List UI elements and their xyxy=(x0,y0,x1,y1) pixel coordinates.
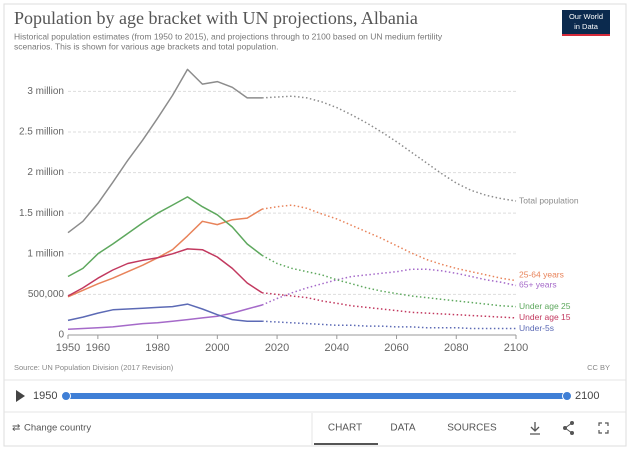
series-line xyxy=(261,204,517,282)
tab[interactable]: CHART xyxy=(328,423,362,434)
x-tick-label: 1950 xyxy=(56,342,80,354)
swap-icon: ⇄ xyxy=(12,423,20,434)
series-line xyxy=(67,196,263,278)
y-tick-label: 0 xyxy=(58,330,64,341)
subtitle: Historical population estimates (from 19… xyxy=(14,31,443,41)
logo-bar xyxy=(562,34,610,36)
logo-text: in Data xyxy=(574,22,599,31)
timeline-end: 2100 xyxy=(575,390,599,402)
play-button[interactable] xyxy=(16,390,25,402)
logo[interactable] xyxy=(562,10,610,36)
timeline-start: 1950 xyxy=(33,390,57,402)
legend-label: Total population xyxy=(519,195,579,205)
license[interactable]: CC BY xyxy=(587,363,610,372)
x-tick-label: 2100 xyxy=(504,342,528,354)
series-line xyxy=(261,254,517,308)
series-line xyxy=(67,303,263,322)
fullscreen-icon[interactable] xyxy=(598,422,609,434)
y-tick-label: 2 million xyxy=(27,167,64,178)
y-tick-label: 1 million xyxy=(27,248,64,259)
series-line xyxy=(67,248,263,297)
series-line xyxy=(67,68,263,234)
chart-title: Population by age bracket with UN projec… xyxy=(14,8,418,28)
share-icon[interactable] xyxy=(563,421,574,435)
download-icon[interactable] xyxy=(530,422,540,435)
x-tick-label: 2080 xyxy=(444,342,468,354)
series-line xyxy=(262,292,517,319)
timeline-bar[interactable] xyxy=(65,393,568,399)
series-line xyxy=(262,95,517,202)
legend-label: Under age 25 xyxy=(519,301,571,311)
series-line xyxy=(261,268,517,306)
x-tick-label: 2040 xyxy=(325,342,349,354)
logo-text: Our World xyxy=(569,12,603,21)
x-tick-label: 2020 xyxy=(265,342,289,354)
legend-label: 25-64 years xyxy=(519,270,564,280)
legend-label: Under-5s xyxy=(519,323,554,333)
y-tick-label: 3 million xyxy=(27,86,64,97)
tab[interactable]: DATA xyxy=(390,423,416,434)
series-line xyxy=(67,304,263,331)
tab[interactable]: SOURCES xyxy=(447,423,497,434)
y-tick-label: 500,000 xyxy=(28,289,65,300)
x-tick-label: 1960 xyxy=(86,342,110,354)
y-tick-label: 2.5 million xyxy=(19,127,64,138)
card xyxy=(3,3,627,447)
timeline-handle[interactable] xyxy=(61,391,71,401)
legend-label: 65+ years xyxy=(519,280,557,290)
x-tick-label: 1980 xyxy=(145,342,169,354)
x-tick-label: 2060 xyxy=(384,342,408,354)
series-line xyxy=(67,208,263,298)
subtitle: scenarios. This is shown for various age… xyxy=(14,41,278,51)
x-tick-label: 2000 xyxy=(205,342,229,354)
y-tick-label: 1.5 million xyxy=(19,208,64,219)
change-country[interactable]: Change country xyxy=(24,423,91,434)
timeline-handle[interactable] xyxy=(562,391,572,401)
legend-label: Under age 15 xyxy=(519,312,571,322)
source[interactable]: Source: UN Population Division (2017 Rev… xyxy=(14,363,174,372)
